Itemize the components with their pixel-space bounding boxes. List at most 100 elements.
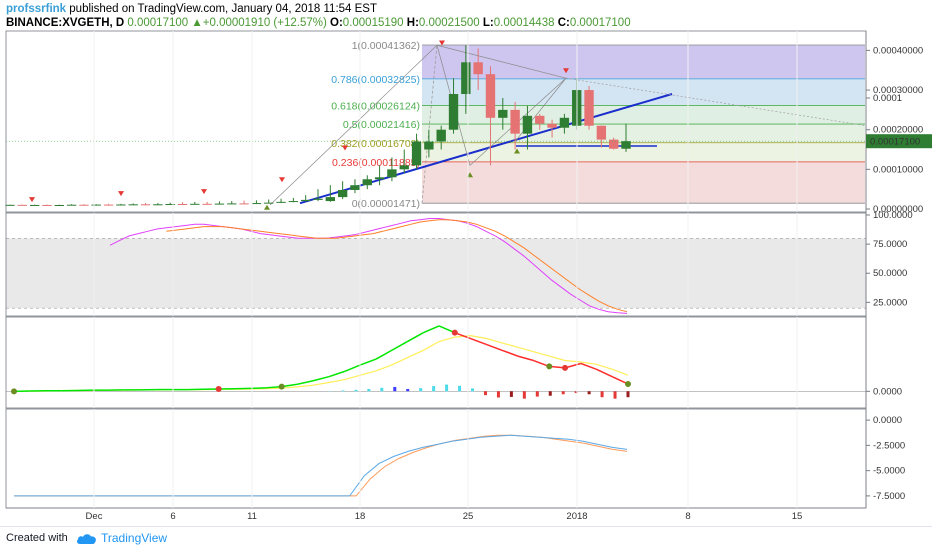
footer: Created with TradingView	[0, 526, 932, 551]
macd-line-segment	[313, 377, 329, 381]
fib-level-label: 0.5(0.00021416)	[343, 119, 420, 131]
macd-line-segment	[297, 381, 313, 385]
price-tick-label: 0.00040000	[873, 45, 923, 56]
chart-canvas[interactable]: 1(0.00041362)0.786(0.00032825)0.618(0.00…	[0, 0, 932, 526]
macd-pane[interactable]	[6, 326, 866, 399]
sell-marker-icon	[201, 189, 207, 194]
macd-histogram-bar	[588, 391, 591, 394]
candle-body	[264, 203, 273, 204]
candle-body	[560, 118, 569, 128]
candle-body	[67, 205, 76, 206]
candle-body	[18, 205, 27, 206]
candle-body	[363, 179, 372, 185]
stoch-rsi-pane[interactable]	[6, 219, 866, 314]
candle-body	[227, 203, 236, 204]
sell-marker-icon	[29, 197, 35, 202]
candle-body	[523, 116, 532, 134]
candle-body	[42, 205, 51, 206]
macd-histogram-bar	[562, 391, 565, 394]
candle-body	[350, 185, 359, 190]
macd-histogram-bar	[614, 391, 617, 398]
macd-cross-dot	[216, 386, 222, 392]
candle-body	[79, 205, 88, 206]
created-with-label: Created with	[6, 532, 68, 544]
x-tick-label: 8	[685, 511, 690, 522]
macd-histogram-bar	[510, 391, 513, 397]
macd-line-segment	[518, 356, 534, 360]
x-tick-label: Dec	[86, 511, 103, 522]
macd-histogram-bar	[627, 391, 630, 397]
fib-level-label: 1(0.00041362)	[352, 40, 420, 52]
macd-histogram-bar	[458, 386, 461, 392]
macd-histogram-bar	[393, 387, 396, 391]
candle-body	[104, 205, 113, 206]
macd-histogram-bar	[432, 386, 435, 391]
macd-cross-dot	[452, 330, 458, 336]
x-tick-label: 18	[355, 511, 366, 522]
macd-histogram-bar	[419, 388, 422, 391]
stoch-tick-label: 75.0000	[873, 239, 907, 250]
candle-body	[153, 204, 162, 205]
candle-body	[498, 110, 507, 118]
candle-body	[621, 141, 630, 149]
x-tick-label: 15	[792, 511, 803, 522]
macd-line-segment	[597, 369, 613, 376]
candle-body	[424, 142, 433, 150]
fib-band	[422, 162, 865, 203]
macd-cross-dot	[279, 384, 285, 390]
candle-body	[313, 199, 322, 200]
candle-body	[584, 90, 593, 126]
candle-body	[547, 124, 556, 128]
candle-body	[30, 205, 39, 206]
candle-body	[276, 202, 285, 203]
fib-band	[422, 124, 865, 143]
oscillator-pane[interactable]	[14, 435, 627, 496]
candle-body	[326, 197, 335, 201]
candle-body	[129, 204, 138, 205]
macd-tick-label: 0.0001	[873, 93, 902, 104]
macd-histogram-bar	[484, 391, 487, 395]
stoch-tick-label: 100.0000	[873, 210, 913, 221]
candle-body	[190, 204, 199, 205]
candle-body	[609, 140, 618, 149]
fib-level-label: 0.618(0.00026124)	[331, 100, 420, 112]
macd-tick-label: 0.0000	[873, 386, 902, 397]
candle-body	[449, 94, 458, 130]
macd-line-segment	[376, 350, 392, 359]
osc-tick-label: 0.0000	[873, 415, 902, 426]
macd-histogram-bar	[471, 388, 474, 391]
macd-histogram-bar	[354, 390, 357, 391]
osc-tick-label: -2.5000	[873, 440, 905, 451]
tradingview-cloud-icon	[76, 533, 98, 545]
candle-body	[473, 62, 482, 74]
macd-line-segment	[486, 344, 502, 350]
candle-body	[141, 204, 150, 205]
stoch-tick-label: 50.0000	[873, 268, 907, 279]
macd-histogram-bar	[406, 389, 409, 391]
tradingview-brand[interactable]: TradingView	[101, 531, 167, 545]
fib-level-label: 0(0.00001471)	[352, 198, 420, 210]
macd-histogram-bar	[367, 389, 370, 391]
x-tick-label: 6	[170, 511, 175, 522]
price-pane[interactable]: 1(0.00041362)0.786(0.00032825)0.618(0.00…	[5, 40, 866, 210]
macd-line-segment	[329, 371, 345, 376]
signal-line	[14, 336, 628, 392]
price-tick-label: 0.00020000	[873, 125, 923, 136]
macd-line-segment	[502, 350, 518, 356]
macd-cross-dot	[562, 365, 568, 371]
candle-body	[202, 204, 211, 205]
candle-body	[178, 204, 187, 205]
candle-body	[400, 165, 409, 169]
sell-marker-icon	[279, 177, 285, 182]
macd-line-segment	[408, 333, 424, 342]
buy-marker-icon	[264, 205, 270, 210]
macd-histogram-bar	[536, 391, 539, 396]
macd-cross-dot	[11, 388, 17, 394]
macd-histogram-bar	[497, 391, 500, 397]
macd-line-segment	[345, 365, 361, 371]
candle-body	[387, 169, 396, 177]
macd-histogram-bar	[601, 391, 604, 397]
macd-line-segment	[360, 359, 376, 365]
macd-line-segment	[423, 326, 439, 333]
last-price-label: 0.00017100	[870, 137, 920, 148]
